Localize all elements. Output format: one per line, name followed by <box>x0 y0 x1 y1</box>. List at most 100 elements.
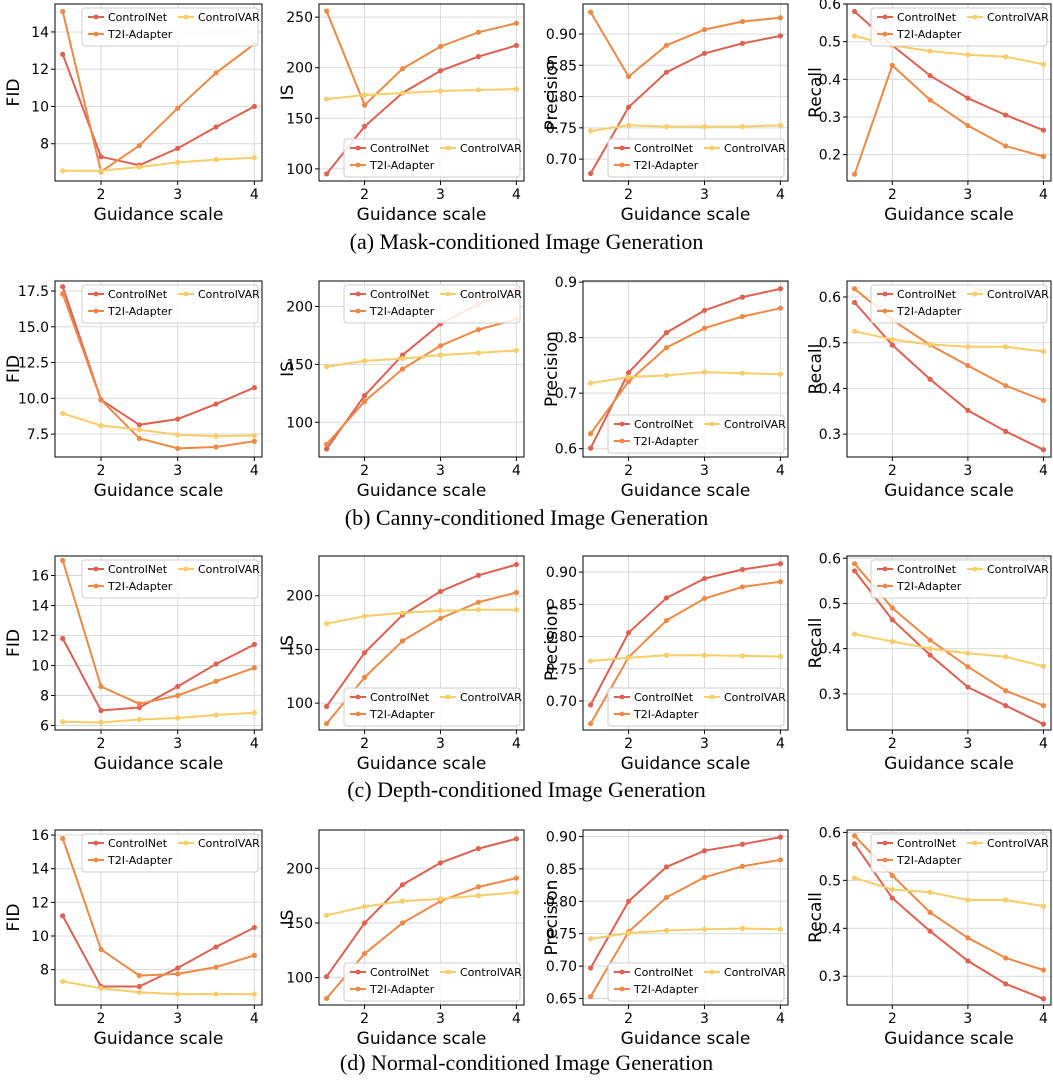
y-tick-label: 10 <box>31 99 49 115</box>
legend: ControlNet T2I-Adapter ControlVAR <box>607 414 786 454</box>
data-point <box>965 650 971 656</box>
data-point <box>625 73 632 80</box>
x-tick-label: 2 <box>97 463 106 479</box>
x-axis-label: Guidance scale <box>94 1029 224 1049</box>
x-tick-label: 3 <box>173 736 182 752</box>
series-line-ControlVAR <box>854 330 1044 353</box>
legend-marker <box>93 840 99 846</box>
data-point <box>437 43 444 50</box>
legend-marker <box>882 840 888 846</box>
subplot-1-1: 2 3 4 100 150 200 Guidance scale IS ControlNet T2… <box>278 280 525 501</box>
y-axis-label: FID <box>4 904 24 932</box>
data-point <box>889 617 895 623</box>
legend-marker <box>355 145 361 151</box>
data-point <box>213 944 219 950</box>
data-point <box>927 909 933 916</box>
legend: ControlNet T2I-Adapter ControlVAR <box>81 284 260 324</box>
y-axis-label: Recall <box>806 892 826 943</box>
y-axis-label: IS <box>278 361 298 377</box>
y-tick-label: 0.7 <box>555 386 577 402</box>
legend-label: ControlVAR <box>198 288 260 301</box>
x-tick-label: 2 <box>97 187 106 203</box>
data-point <box>663 42 670 48</box>
legend-marker <box>619 438 625 444</box>
x-axis-label: Guidance scale <box>357 1029 487 1049</box>
legend-label: ControlVAR <box>460 966 522 979</box>
legend-label: T2I-Adapter <box>896 854 962 867</box>
x-axis-label: Guidance scale <box>884 481 1014 501</box>
y-tick-label: 0.65 <box>546 992 577 1008</box>
legend-marker <box>972 566 978 572</box>
data-point <box>437 343 444 349</box>
y-tick-label: 0.3 <box>819 427 841 443</box>
legend-marker <box>882 308 888 314</box>
x-tick-label: 4 <box>1039 187 1048 203</box>
data-point <box>1040 447 1047 453</box>
data-point <box>663 652 670 658</box>
data-point <box>851 875 858 881</box>
data-point <box>1040 996 1047 1002</box>
y-tick-label: 0.90 <box>546 829 577 845</box>
legend-marker <box>445 694 451 700</box>
y-tick-label: 0.4 <box>819 381 841 397</box>
legend-marker <box>93 291 99 297</box>
data-point <box>777 15 784 21</box>
legend-marker <box>183 566 189 572</box>
y-tick-label: 0.5 <box>819 873 841 889</box>
data-point <box>513 347 520 354</box>
x-tick-label: 3 <box>963 187 972 203</box>
y-tick-label: 16 <box>31 569 49 585</box>
data-point <box>60 284 66 290</box>
data-point <box>136 983 142 990</box>
x-tick-label: 3 <box>173 187 182 203</box>
y-tick-label: 200 <box>286 299 313 315</box>
legend-label: ControlVAR <box>198 837 260 850</box>
series-line-ControlNet <box>589 562 781 706</box>
legend-label: ControlVAR <box>724 691 786 704</box>
data-point <box>513 86 520 92</box>
legend-box <box>343 284 521 324</box>
legend-marker <box>93 583 99 589</box>
data-point <box>851 299 858 306</box>
data-point <box>513 20 520 26</box>
x-tick-label: 3 <box>963 463 972 479</box>
data-point <box>701 307 708 314</box>
legend-label: ControlNet <box>897 837 957 850</box>
data-point <box>587 170 594 177</box>
data-point <box>587 445 594 451</box>
data-point <box>60 635 66 642</box>
data-point <box>851 561 858 567</box>
axes-frame <box>582 555 789 731</box>
legend-label: T2I-Adapter <box>633 435 699 448</box>
series-line-ControlNet <box>325 44 517 175</box>
y-tick-label: 10.0 <box>18 391 49 407</box>
y-tick-label: 0.75 <box>546 927 577 943</box>
y-tick-label: 150 <box>286 642 313 658</box>
data-point <box>213 661 219 667</box>
data-point <box>965 362 971 369</box>
data-point <box>323 171 330 177</box>
legend: ControlNet T2I-Adapter ControlVAR <box>343 962 522 1002</box>
data-point <box>175 432 181 438</box>
legend-label: T2I-Adapter <box>633 983 699 996</box>
y-axis-label: FID <box>4 629 24 657</box>
y-tick-label: 12 <box>31 895 49 911</box>
data-point <box>965 123 971 129</box>
x-tick-label: 4 <box>512 187 521 203</box>
data-point <box>437 88 444 94</box>
caption-row-d: (d) Normal-conditioned Image Generation <box>339 1050 714 1075</box>
data-point <box>965 897 971 903</box>
data-point <box>965 958 971 964</box>
x-tick-label: 4 <box>250 736 259 752</box>
legend-marker <box>619 421 625 427</box>
y-tick-label: 0.6 <box>819 551 841 567</box>
y-axis-label: IS <box>278 85 298 101</box>
y-tick-label: 0.75 <box>546 121 577 137</box>
x-axis-label: Guidance scale <box>357 754 487 774</box>
data-point <box>927 48 933 54</box>
legend-box <box>81 559 259 599</box>
y-tick-label: 0.70 <box>546 694 577 710</box>
series-line-ControlNet <box>853 301 1044 451</box>
